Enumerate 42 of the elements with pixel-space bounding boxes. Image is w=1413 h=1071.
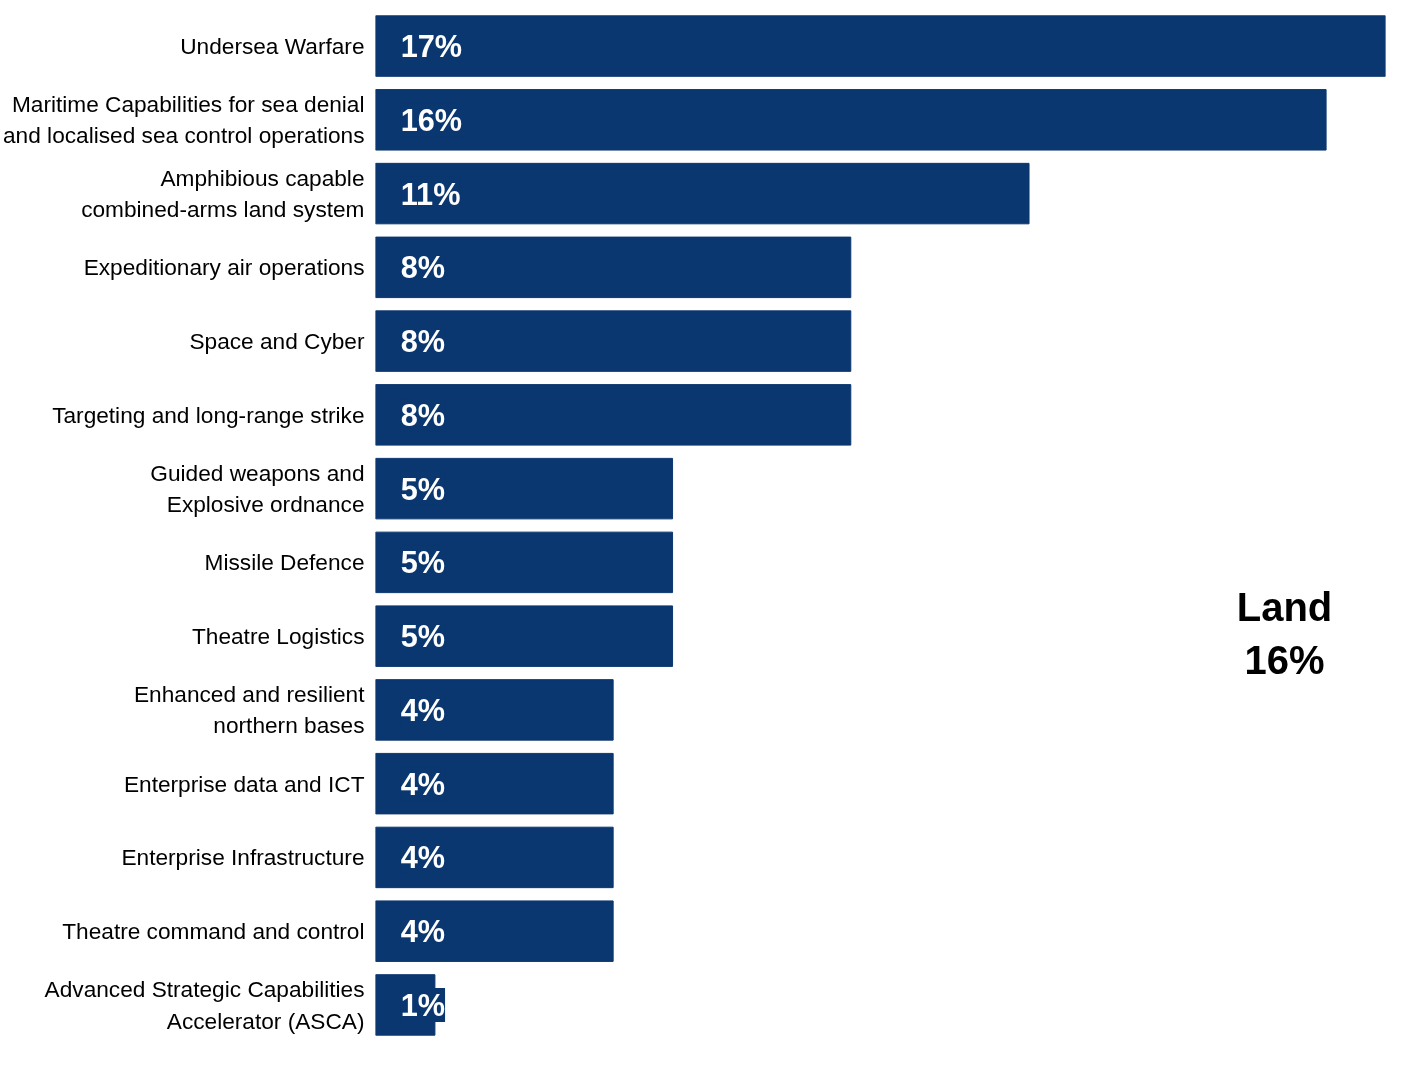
y-tick-label: Enhanced and resilient northern bases [134, 681, 366, 739]
data-label: 5% [400, 619, 446, 654]
bar [375, 384, 852, 446]
y-tick-label: Guided weapons and Explosive ordnance [150, 460, 365, 518]
bar [375, 457, 674, 520]
y-tick-label: Expeditionary air operations [83, 254, 365, 281]
data-label: 5% [400, 471, 446, 506]
data-label: 5% [400, 545, 446, 580]
data-label: 8% [400, 250, 446, 285]
y-tick-label: Enterprise data and ICT [123, 770, 365, 797]
y-tick-label: Theatre command and control [62, 918, 365, 945]
bar [375, 310, 852, 372]
bar [375, 89, 1327, 151]
bar [375, 15, 1386, 77]
y-tick-label: Maritime Capabilities for sea denial and localised sea control operations [3, 91, 365, 149]
data-label: 8% [400, 397, 446, 432]
data-label: 8% [400, 324, 446, 359]
y-tick-label: Theatre Logistics [191, 623, 365, 650]
bar [375, 531, 674, 594]
bar [375, 900, 614, 962]
bar [375, 605, 674, 667]
y-tick-label: Enterprise Infrastructure [121, 844, 365, 871]
data-label: 16% [400, 102, 463, 137]
bar [375, 236, 852, 299]
data-label: 11% [400, 176, 461, 211]
annotation: Land 16% [1236, 584, 1333, 682]
bar [375, 679, 614, 741]
y-tick-label: Targeting and long-range strike [52, 401, 365, 428]
y-tick-label: Space and Cyber [189, 328, 365, 355]
bar [375, 162, 1030, 225]
y-tick-label: Undersea Warfare [180, 33, 365, 60]
bar [375, 752, 614, 815]
data-label: 4% [400, 840, 446, 875]
y-tick-label: Amphibious capable combined-arms land system [81, 164, 365, 223]
y-tick-label: Missile Defence [204, 549, 365, 576]
bar [375, 826, 614, 889]
data-label: 4% [400, 914, 446, 949]
data-label: 17% [400, 29, 463, 64]
data-label: 4% [400, 692, 446, 727]
data-label: 4% [400, 766, 446, 801]
data-label: 1% [400, 987, 446, 1022]
y-tick-label: Advanced Strategic Capabilities Accelerator (ASCA) [44, 976, 365, 1034]
